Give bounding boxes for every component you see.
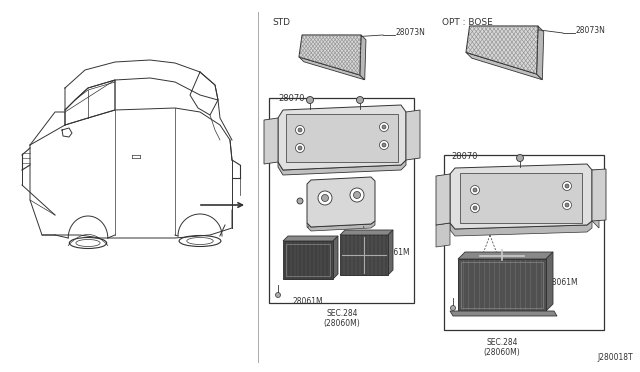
Bar [461,262,543,308]
Text: STD: STD [272,18,290,27]
Polygon shape [388,230,393,275]
Circle shape [470,203,479,212]
Polygon shape [278,105,406,170]
Circle shape [307,96,314,103]
Text: 28061M: 28061M [548,278,579,287]
Circle shape [350,188,364,202]
Circle shape [473,188,477,192]
Circle shape [382,143,386,147]
Circle shape [516,154,524,161]
Bar [283,241,333,279]
Circle shape [356,96,364,103]
Text: 28061M: 28061M [380,248,411,257]
Circle shape [451,305,456,311]
Polygon shape [450,164,592,229]
Polygon shape [307,177,375,227]
Circle shape [473,206,477,210]
Text: 28070: 28070 [451,152,477,161]
Circle shape [296,125,305,135]
Bar [340,235,388,275]
Bar [444,155,604,330]
Polygon shape [299,57,365,80]
Polygon shape [436,223,450,247]
Circle shape [382,125,386,129]
Polygon shape [406,110,420,160]
Circle shape [297,198,303,204]
Polygon shape [278,160,406,175]
Text: SEC.284
(28060M): SEC.284 (28060M) [324,309,360,328]
Circle shape [353,192,360,199]
Text: OPT : BOSE: OPT : BOSE [442,18,493,27]
Circle shape [318,191,332,205]
Circle shape [565,184,569,188]
Circle shape [563,182,572,190]
Polygon shape [333,236,338,279]
Text: 28070: 28070 [278,94,305,103]
Bar [269,98,414,303]
Polygon shape [450,311,557,316]
Text: 28061M: 28061M [292,297,323,306]
Polygon shape [283,236,338,241]
Circle shape [380,122,388,131]
Circle shape [298,128,302,132]
Circle shape [470,186,479,195]
Text: SEC.284
(28060M): SEC.284 (28060M) [484,338,520,357]
Polygon shape [466,26,538,74]
Circle shape [275,292,280,298]
Circle shape [298,146,302,150]
Polygon shape [450,221,592,236]
Text: 28073N: 28073N [396,28,426,36]
Bar [458,259,546,311]
Circle shape [565,203,569,207]
Bar [460,173,582,223]
Polygon shape [436,174,450,225]
Circle shape [380,141,388,150]
Bar [286,114,398,162]
Polygon shape [340,230,393,235]
Polygon shape [592,169,606,221]
Circle shape [563,201,572,209]
Text: 28073N: 28073N [576,26,606,35]
Bar [286,244,330,276]
Text: J280018T: J280018T [597,353,633,362]
Polygon shape [546,252,553,311]
Polygon shape [536,26,544,80]
Polygon shape [458,252,553,259]
Polygon shape [264,118,278,164]
Polygon shape [466,52,542,80]
Polygon shape [592,170,599,228]
Circle shape [296,144,305,153]
Polygon shape [299,35,361,75]
Circle shape [321,195,328,202]
Polygon shape [307,221,375,231]
Polygon shape [360,35,366,80]
